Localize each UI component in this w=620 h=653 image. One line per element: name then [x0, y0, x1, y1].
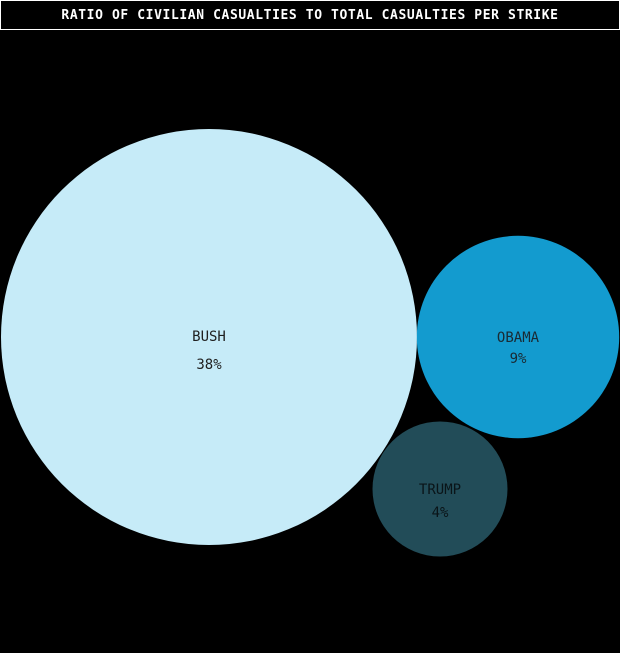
bubble-label-obama: OBAMA	[497, 330, 540, 346]
bubble-label-bush: BUSH	[192, 329, 226, 345]
bubble-label-trump: TRUMP	[419, 482, 461, 498]
bubble-obama	[416, 235, 620, 439]
bubble-trump	[372, 421, 508, 557]
chart-title-bar: RATIO OF CIVILIAN CASUALTIES TO TOTAL CA…	[0, 0, 620, 30]
bubble-value-trump: 4%	[432, 505, 449, 521]
bubble-bush	[1, 129, 417, 545]
bubble-value-bush: 38%	[196, 357, 222, 373]
chart-title: RATIO OF CIVILIAN CASUALTIES TO TOTAL CA…	[61, 7, 559, 23]
bubble-value-obama: 9%	[510, 351, 527, 367]
bubbles-group: BUSH 38% OBAMA 9% TRUMP 4%	[1, 129, 620, 557]
